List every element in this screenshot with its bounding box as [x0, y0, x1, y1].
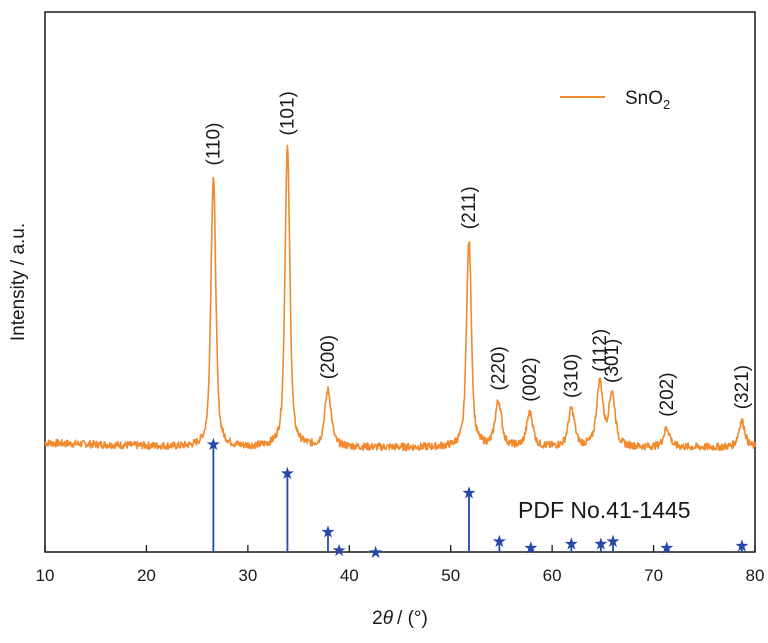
x-tick-label: 70	[644, 566, 663, 585]
plot-frame	[44, 11, 756, 553]
x-tick-label: 50	[441, 566, 460, 585]
reference-star-marker: ★	[564, 534, 579, 554]
reference-star-marker: ★	[492, 532, 507, 552]
peak-label: (310)	[561, 354, 582, 398]
reference-star-marker: ★	[593, 534, 608, 554]
peak-label: (112)	[590, 329, 611, 372]
reference-star-marker: ★	[605, 532, 620, 552]
reference-star-marker: ★	[659, 539, 674, 559]
x-axis: 10 20 30 40 50 60 70 80	[36, 545, 765, 585]
x-tick-label: 20	[137, 566, 156, 585]
sno2-pattern-line	[44, 144, 756, 452]
peak-label: (002)	[520, 357, 541, 401]
peak-label: (211)	[459, 186, 480, 229]
y-axis-title: Intensity / a.u.	[8, 223, 29, 341]
peak-label: (220)	[488, 346, 509, 390]
reference-star-marker: ★	[280, 464, 295, 484]
legend: SnO2	[560, 88, 670, 112]
x-tick-label: 10	[36, 566, 55, 585]
peak-label: (202)	[657, 372, 678, 416]
peak-label: (110)	[203, 123, 224, 166]
sno2-pattern	[44, 144, 756, 452]
x-tick-label: 30	[238, 566, 257, 585]
peak-label: (301)	[602, 339, 623, 383]
x-tick-label: 80	[746, 566, 765, 585]
reference-star-marker: ★	[461, 484, 476, 504]
x-tick-label: 60	[543, 566, 562, 585]
reference-pattern: ★★★★ ★★★ ★ ★ ★★ ★ ★	[206, 435, 750, 563]
reference-star-marker: ★	[734, 537, 749, 557]
legend-label: SnO2	[625, 88, 670, 112]
x-axis-title: 2θ / (°)	[372, 608, 428, 629]
peak-label: (101)	[277, 91, 298, 135]
peak-label: (321)	[732, 365, 753, 409]
x-tick-label: 40	[340, 566, 359, 585]
peak-label: (200)	[318, 335, 339, 379]
reference-star-marker: ★	[206, 435, 221, 455]
reference-title: PDF No.41-1445	[518, 497, 691, 523]
reference-star-marker: ★	[523, 539, 538, 559]
reference-star-marker: ★	[368, 543, 383, 563]
peak-labels: (110) (101) (200) (211) (220) (002) (310) (112)…	[203, 91, 752, 417]
reference-star-marker: ★	[332, 541, 347, 561]
reference-star-marker: ★	[320, 522, 335, 542]
